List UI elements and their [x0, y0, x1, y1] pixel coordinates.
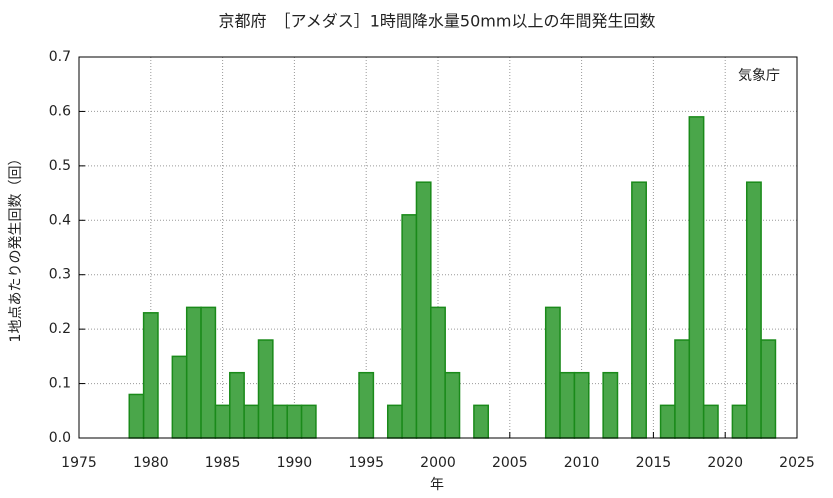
- bar: [415, 181, 432, 439]
- bar: [631, 181, 647, 439]
- bar: [286, 404, 303, 439]
- bar: [401, 214, 418, 439]
- x-tick-label: 2025: [779, 455, 815, 471]
- bar: [731, 404, 748, 439]
- x-tick-label: 2020: [707, 455, 743, 471]
- bar: [659, 404, 676, 439]
- bar: [257, 339, 274, 439]
- bar: [128, 393, 145, 439]
- bar: [243, 404, 260, 439]
- y-tick-label: 0.7: [49, 49, 71, 65]
- x-tick-label: 1975: [61, 455, 97, 471]
- bar: [386, 404, 403, 439]
- y-axis-label: 1地点あたりの発生回数（回）: [8, 152, 24, 343]
- bar: [702, 404, 719, 439]
- y-tick-label: 0.0: [49, 430, 71, 446]
- bar: [602, 371, 619, 439]
- bar: [688, 116, 705, 439]
- bar: [473, 404, 490, 439]
- bar: [229, 371, 245, 439]
- bar: [272, 404, 288, 439]
- x-tick-label: 2005: [492, 455, 528, 471]
- bar: [200, 306, 217, 439]
- y-tick-label: 0.2: [49, 321, 71, 337]
- x-tick-label: 1980: [133, 455, 169, 471]
- y-tick-label: 0.6: [49, 103, 71, 119]
- bar: [544, 306, 561, 439]
- bar: [214, 404, 231, 439]
- bar: [300, 404, 317, 439]
- y-tick-label: 0.1: [49, 376, 71, 392]
- bar: [444, 371, 461, 439]
- bar: [760, 339, 777, 439]
- bar: [745, 181, 762, 439]
- y-tick-label: 0.3: [49, 267, 71, 283]
- x-tick-label: 2015: [636, 455, 672, 471]
- x-tick-label: 1995: [348, 455, 384, 471]
- x-tick-label: 2000: [420, 455, 456, 471]
- annotation: 気象庁: [738, 68, 780, 84]
- bar: [171, 355, 188, 439]
- bar: [430, 306, 446, 439]
- y-tick-label: 0.5: [49, 158, 71, 174]
- bar: [573, 371, 590, 439]
- x-tick-label: 1990: [277, 455, 313, 471]
- x-tick-label: 1985: [205, 455, 241, 471]
- bar: [358, 371, 375, 439]
- x-tick-label: 2010: [564, 455, 600, 471]
- bar: [674, 339, 691, 439]
- y-tick-label: 0.4: [49, 212, 71, 228]
- bar: [559, 371, 576, 439]
- x-axis-label: 年: [430, 477, 444, 493]
- chart-title: 京都府 ［アメダス］1時間降水量50mm以上の年間発生回数: [219, 12, 656, 31]
- bar: [142, 312, 159, 439]
- plot-frame: [78, 56, 798, 439]
- bar: [185, 306, 202, 439]
